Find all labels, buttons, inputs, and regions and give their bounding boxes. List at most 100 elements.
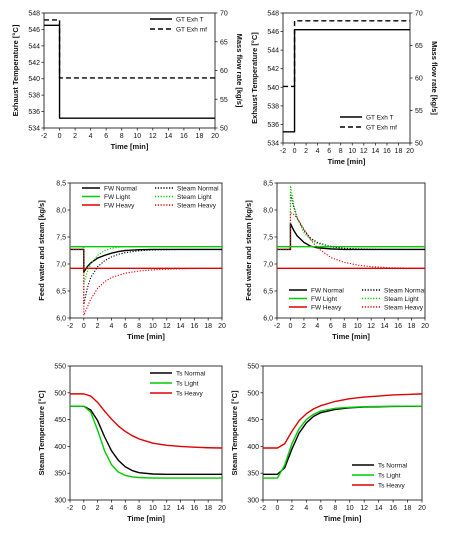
x-tick-label: 0	[82, 505, 86, 512]
legend-label: FW Normal	[104, 185, 137, 192]
legend-label: Ts Heavy	[378, 482, 405, 489]
x-tick-label: 6	[123, 323, 127, 330]
y-tick-label: 400	[54, 444, 66, 451]
y2-tick-label: 55	[220, 97, 228, 104]
x-tick-label: 12	[163, 505, 171, 512]
y-tick-label: 544	[267, 48, 279, 55]
y-tick-label: 540	[267, 85, 279, 92]
x-axis-label: Time [min]	[127, 514, 165, 523]
y-tick-label: 548	[267, 11, 279, 18]
x-tick-label: 0	[293, 148, 297, 155]
series-line-ts-heavy	[263, 393, 423, 449]
x-tick-label: 20	[418, 505, 426, 512]
x-tick-label: 8	[333, 505, 337, 512]
plot-frame	[69, 365, 223, 501]
legend-label: GT Exh T	[366, 114, 394, 121]
x-tick-label: -2	[280, 148, 286, 155]
series-line-steam-light	[70, 246, 222, 284]
x-tick-label: 10	[348, 148, 356, 155]
x-tick-label: 14	[177, 505, 185, 512]
x-tick-label: 16	[190, 505, 198, 512]
x-tick-label: 14	[177, 323, 185, 330]
y-tick-label: 300	[54, 498, 66, 505]
x-tick-label: 20	[421, 323, 429, 330]
y-tick-label: 550	[54, 364, 66, 371]
x-tick-label: 14	[164, 133, 172, 140]
chart-p4: -2 0 2 4 6 8 10 12 14 16 18 20 6,0 6,5 7,0 7,5 8,0 8,5 Tim…	[244, 181, 429, 342]
x-tick-label: 2	[96, 323, 100, 330]
y2-tick-label: 50	[220, 126, 228, 133]
x-tick-label: 0	[289, 323, 293, 330]
plot-frame	[69, 182, 223, 319]
y-tick-label: 400	[247, 444, 259, 451]
x-tick-label: 4	[110, 323, 114, 330]
legend-label: FW Heavy	[311, 304, 342, 311]
x-tick-label: 20	[218, 505, 226, 512]
y-tick-label: 534	[267, 141, 279, 148]
series-line-steam-heavy	[277, 212, 426, 269]
y2-tick-label: 70	[220, 11, 228, 18]
legend-label: Ts Normal	[378, 462, 408, 469]
x-tick-label: 6	[104, 133, 108, 140]
y-tick-label: 7,0	[263, 262, 273, 269]
x-tick-label: 8	[339, 148, 343, 155]
legend-label: Steam Heavy	[384, 304, 424, 311]
x-tick-label: 20	[218, 323, 226, 330]
x-tick-label: 2	[96, 505, 100, 512]
y-tick-label: 542	[267, 66, 279, 73]
y-tick-label: 6,0	[56, 316, 66, 323]
x-tick-label: -2	[67, 505, 73, 512]
x-tick-label: 18	[204, 323, 212, 330]
y-tick-label: 542	[28, 60, 40, 67]
y-tick-label: 546	[28, 27, 40, 34]
y-tick-label: 550	[247, 364, 259, 371]
y2-tick-label: 55	[415, 108, 423, 115]
x-tick-label: 4	[110, 505, 114, 512]
x-tick-label: 16	[389, 505, 397, 512]
x-tick-label: 20	[211, 133, 219, 140]
y-tick-label: 350	[247, 471, 259, 478]
y-tick-label: 8,5	[56, 181, 66, 188]
legend-label: Steam Normal	[384, 287, 426, 294]
y-tick-label: 450	[54, 417, 66, 424]
chart-p6: -2 0 2 4 6 8 10 12 14 16 18 20 300 350 400 450 500 550 Tim…	[230, 364, 426, 524]
x-tick-label: -2	[67, 323, 73, 330]
legend-label: FW Light	[104, 194, 130, 201]
y-tick-label: 6,5	[56, 289, 66, 296]
x-tick-label: 8	[342, 323, 346, 330]
y2-tick-label: 60	[415, 76, 423, 83]
x-axis-label: Time [min]	[328, 157, 366, 166]
x-tick-label: 10	[149, 505, 157, 512]
x-tick-label: 10	[346, 505, 354, 512]
chart-p1: -2 0 2 4 6 8 10 12 14 16 18 20 534 536 538 540 542 544 546…	[11, 11, 244, 152]
legend-label: Ts Normal	[176, 370, 206, 377]
x-tick-label: 12	[360, 148, 368, 155]
x-tick-label: 6	[319, 505, 323, 512]
x-tick-label: 16	[394, 323, 402, 330]
x-tick-label: 20	[406, 148, 414, 155]
x-tick-label: 6	[329, 323, 333, 330]
legend-label: Steam Light	[384, 296, 419, 303]
x-tick-label: 16	[190, 323, 198, 330]
legend-label: FW Light	[311, 296, 337, 303]
x-tick-label: 16	[180, 133, 188, 140]
y2-axis-label: Mass flow rate [kg/s]	[430, 41, 439, 115]
y-tick-label: 6,5	[263, 289, 273, 296]
y2-tick-label: 60	[220, 68, 228, 75]
legend-label: Steam Normal	[177, 185, 219, 192]
x-tick-label: 10	[133, 133, 141, 140]
chart-p2: -2 0 2 4 6 8 10 12 14 16 18 20 534 536 538 540 542 544 546…	[250, 11, 439, 167]
y-axis-label: Exhaust Temperature [°C]	[250, 32, 259, 124]
series-line-steam-heavy	[70, 248, 223, 316]
y-tick-label: 8,5	[263, 181, 273, 188]
x-tick-label: 12	[367, 323, 375, 330]
y-tick-label: 534	[28, 126, 40, 133]
y-tick-label: 7,0	[56, 262, 66, 269]
x-tick-label: -2	[274, 323, 280, 330]
x-tick-label: 8	[120, 133, 124, 140]
x-tick-label: -2	[260, 505, 266, 512]
x-tick-label: 14	[371, 148, 379, 155]
x-tick-label: 18	[204, 505, 212, 512]
series-line-gt-exh-mf	[283, 20, 410, 88]
